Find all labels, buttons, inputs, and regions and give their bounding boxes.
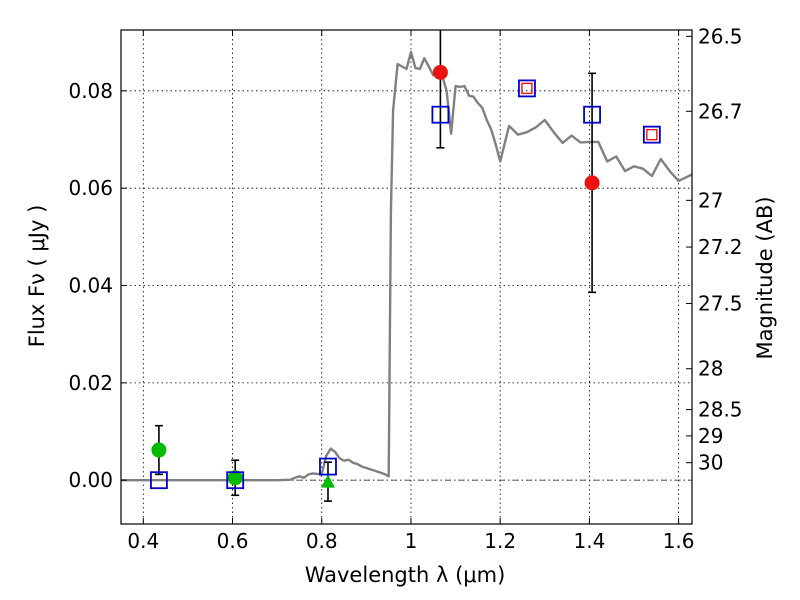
y-axis-ticks: 0.00 0.02 0.04 0.06 0.08 [68, 79, 127, 492]
y-tick-label: 0.00 [68, 468, 113, 492]
x-tick-label: 0.8 [306, 529, 338, 553]
right-axis-label: Magnitude (AB) [753, 196, 777, 359]
blue-square-point [583, 105, 601, 124]
right-axis-ticks: 26.5 26.7 27 27.2 27.5 28 28.529 30 [686, 24, 743, 475]
right-tick-label: 28 [698, 357, 723, 381]
green-circle-point [227, 470, 243, 486]
y-axis-label: Flux Fν ( μJy ) [25, 205, 49, 348]
right-tick-label: 27.2 [698, 235, 743, 259]
right-tick-label: 26.5 [698, 24, 743, 48]
red-small-square-point [521, 82, 533, 95]
x-tick-label: 0.6 [217, 529, 249, 553]
x-tick-label: 0.4 [127, 529, 159, 553]
y-tick-label: 0.08 [68, 79, 113, 103]
x-tick-label: 1.2 [484, 529, 516, 553]
y-tick-label: 0.02 [68, 371, 113, 395]
blue-square-point [431, 105, 450, 124]
blue-square-point [226, 471, 245, 490]
green-triangle-point [320, 474, 335, 488]
red-circle-point [584, 175, 600, 191]
y-tick-label: 0.04 [68, 274, 113, 298]
y-tick-label: 0.06 [68, 176, 113, 200]
plot-area-bg [121, 30, 692, 524]
x-tick-label: 1 [405, 529, 418, 553]
x-axis-label: Wavelength λ (μm) [305, 563, 506, 587]
right-tick-label: 28.5 [698, 398, 743, 422]
blue-square-point [518, 79, 536, 98]
red-circle-point [432, 64, 448, 80]
x-tick-label: 1.6 [663, 529, 695, 553]
x-axis-ticks: 0.4 0.6 0.8 1 1.2 1.4 1.6 [127, 30, 695, 553]
right-tick-label: 27.5 [698, 292, 743, 316]
photometry-markers [150, 64, 661, 490]
right-tick-label: 26.7 [698, 99, 743, 123]
x-tick-label: 1.4 [573, 529, 605, 553]
blue-square-point [150, 471, 168, 490]
blue-square-point [642, 125, 661, 144]
plot-frame [120, 29, 693, 525]
right-tick-label: 27 [698, 188, 723, 212]
right-tick-label: 30 [698, 451, 723, 475]
green-circle-point [151, 442, 167, 458]
red-small-square-point [646, 128, 658, 141]
right-tick-label: 29 [698, 424, 723, 448]
blue-square-point [319, 457, 337, 476]
